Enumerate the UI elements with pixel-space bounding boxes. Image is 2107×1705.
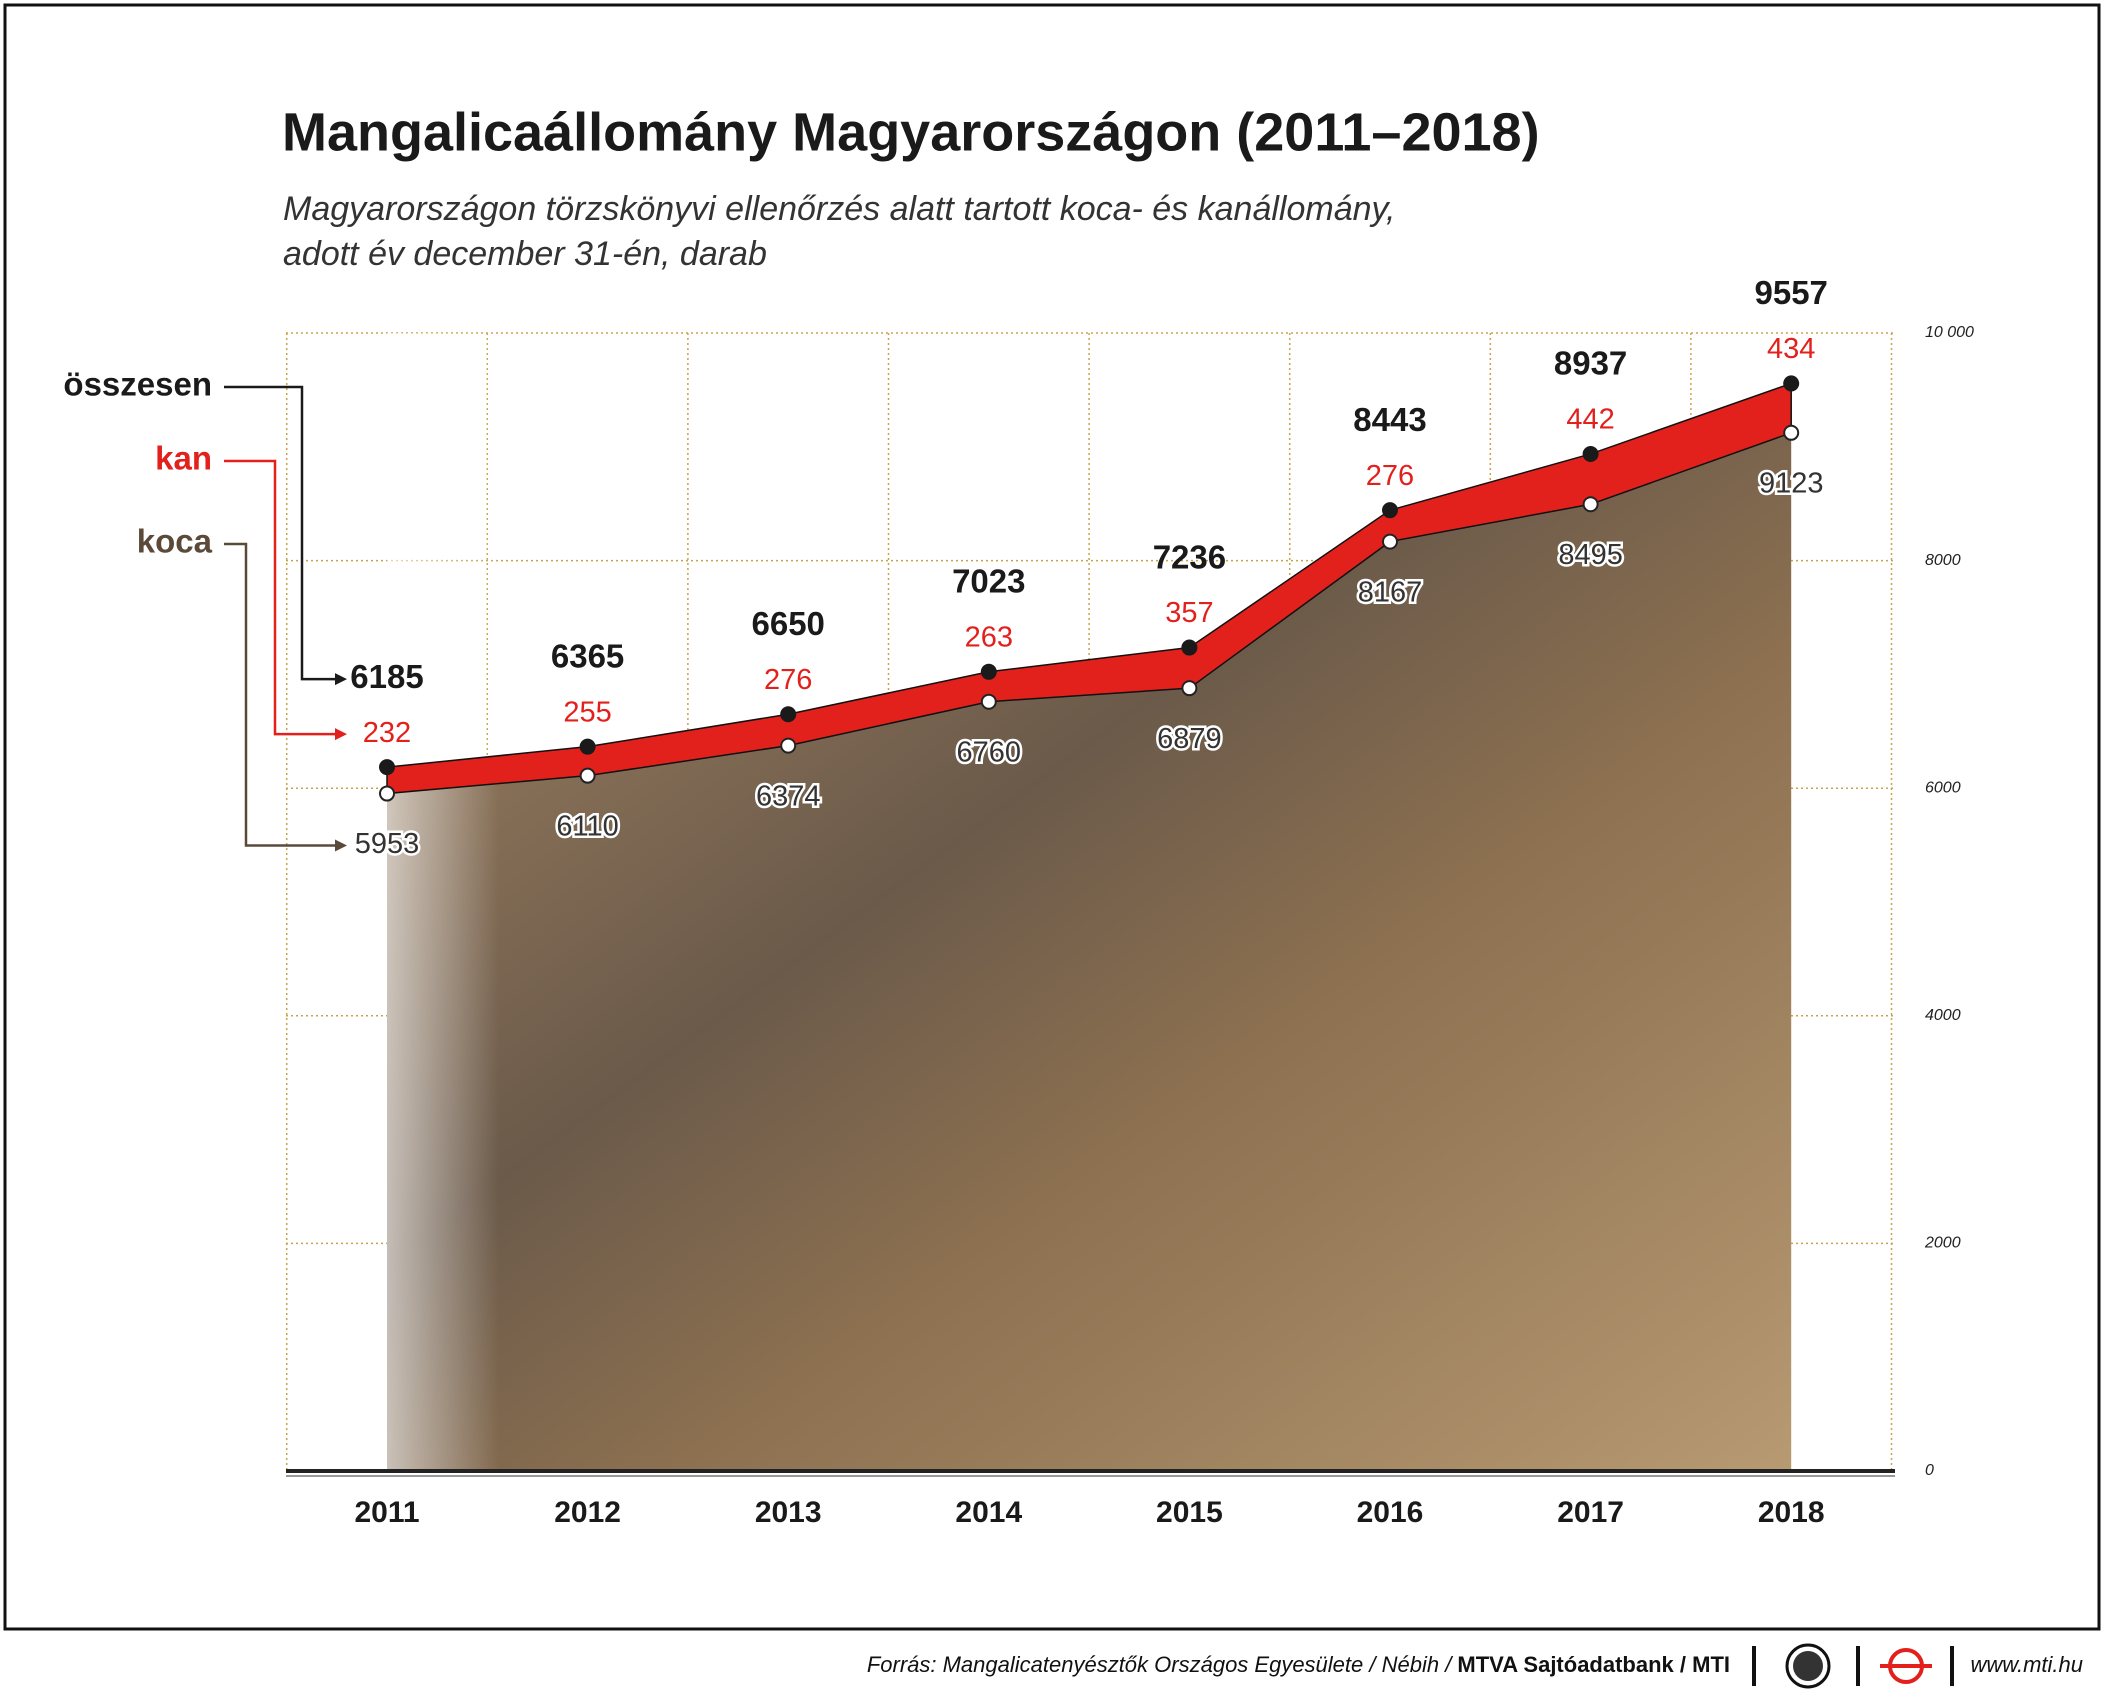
divider — [1950, 1646, 1954, 1686]
divider — [1856, 1646, 1860, 1686]
y-tick-label: 10 000 — [1925, 324, 1974, 341]
legend-label: koca — [137, 523, 213, 560]
total-dot — [1181, 639, 1198, 656]
y-tick-label: 4000 — [1925, 1007, 1961, 1024]
total-dot — [1783, 375, 1800, 392]
koca-dot — [1181, 680, 1198, 697]
koca-dot — [379, 785, 395, 802]
frame — [3, 3, 2101, 1631]
kan-label: 263 — [965, 621, 1013, 653]
koca-label: 8495 — [1558, 539, 1623, 571]
logo — [1785, 1643, 1831, 1689]
koca-label: 8167 — [1358, 576, 1423, 608]
total-label: 8937 — [1554, 345, 1627, 382]
x-tick-label: 2014 — [955, 1496, 1022, 1529]
koca-dot — [1382, 533, 1398, 550]
koca-label: 6110 — [556, 810, 618, 842]
total-dot — [379, 759, 395, 776]
kan-label: 434 — [1767, 333, 1815, 365]
total-label: 6650 — [751, 605, 824, 642]
kan-label: 255 — [563, 696, 611, 728]
koca-label: 5953 — [355, 828, 420, 860]
total-label: 7023 — [952, 563, 1025, 600]
footer-agency: MTVA Sajtóadatbank / MTI — [1457, 1652, 1730, 1677]
total-dot — [579, 738, 596, 755]
kan-label: 276 — [764, 664, 812, 696]
photo-fade — [387, 333, 1792, 1471]
koca-label: 6374 — [756, 780, 821, 812]
y-tick-label: 6000 — [1925, 779, 1961, 796]
legend-connector — [224, 459, 335, 736]
x-tick-label: 2013 — [755, 1496, 822, 1529]
legend-arrow — [335, 673, 347, 686]
x-tick-label: 2012 — [554, 1496, 621, 1529]
footer: Forrás: Mangalicatenyésztők Országos Egy… — [867, 1652, 1730, 1677]
legend-label: összesen — [63, 366, 212, 403]
legend-arrow — [335, 728, 347, 741]
kan-label: 276 — [1366, 460, 1414, 492]
x-tick-label: 2015 — [1156, 1496, 1223, 1529]
total-label: 8443 — [1353, 401, 1426, 438]
footer-url: www.mti.hu — [1971, 1652, 2083, 1677]
koca-dot — [579, 767, 596, 784]
koca-label: 6760 — [957, 736, 1022, 768]
divider — [1752, 1646, 1756, 1686]
x-tick-label: 2016 — [1357, 1496, 1424, 1529]
total-dot — [1382, 502, 1398, 519]
y-tick-label: 8000 — [1925, 552, 1961, 569]
kan-label: 232 — [363, 717, 411, 749]
x-tick-label: 2017 — [1557, 1496, 1624, 1529]
total-label: 6365 — [551, 637, 624, 674]
total-dot — [1582, 445, 1599, 462]
total-dot — [980, 663, 997, 680]
chart-subtitle: Magyarországon törzskönyvi ellenőrzés al… — [283, 190, 1395, 228]
x-tick-label: 2018 — [1758, 1496, 1825, 1529]
footer-source: Forrás: Mangalicatenyésztők Országos Egy… — [867, 1652, 1458, 1677]
legend-connector — [224, 542, 335, 847]
legend-connector — [224, 385, 335, 681]
kan-label: 357 — [1165, 597, 1213, 629]
koca-label: 9123 — [1759, 467, 1824, 499]
koca-dot — [1783, 424, 1800, 441]
kan-label: 442 — [1566, 404, 1614, 436]
koca-label: 6879 — [1157, 723, 1222, 755]
y-tick-label: 2000 — [1924, 1235, 1961, 1252]
plot: 0 2000 4000 6000 8000 10 000 2011 6185 232 5953 20… — [63, 274, 1974, 1529]
legend-label: kan — [155, 440, 212, 477]
y-tick-label: 0 — [1925, 1462, 1934, 1479]
chart-subtitle: adott év december 31-én, darab — [283, 235, 767, 273]
koca-dot — [1582, 496, 1599, 513]
chart-title: Mangalicaállomány Magyarországon (2011–2… — [282, 102, 1540, 162]
legend-arrow — [335, 839, 347, 852]
koca-dot — [780, 737, 797, 754]
logo — [1793, 1651, 1823, 1681]
total-label: 9557 — [1754, 274, 1827, 311]
koca-dot — [980, 693, 997, 710]
total-label: 7236 — [1153, 538, 1226, 575]
total-label: 6185 — [350, 658, 423, 695]
total-dot — [780, 706, 797, 723]
x-tick-label: 2011 — [354, 1496, 419, 1529]
